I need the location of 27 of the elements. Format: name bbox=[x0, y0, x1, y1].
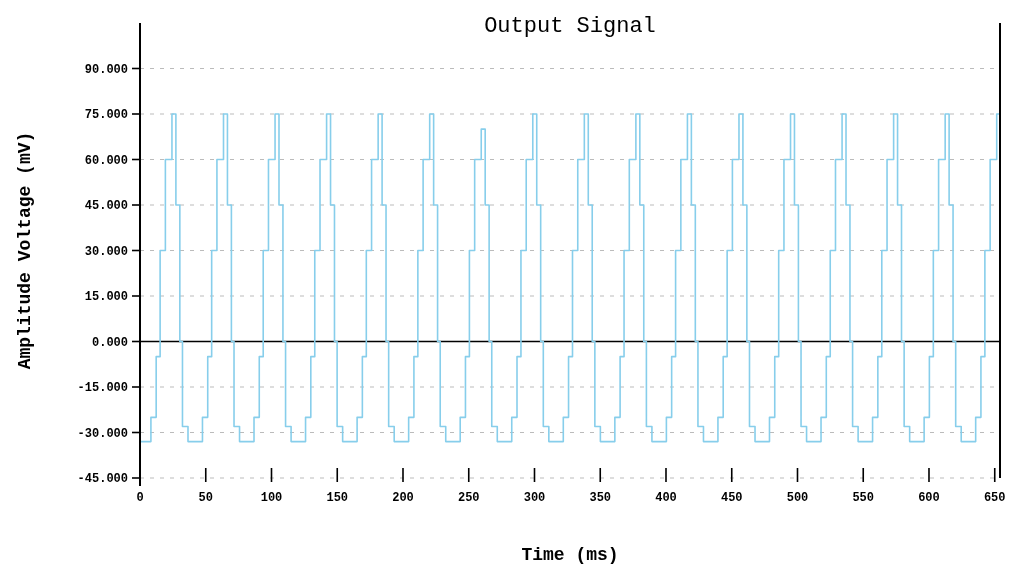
x-tick-label: 100 bbox=[260, 491, 283, 505]
y-tick-label: 0.000 bbox=[91, 335, 128, 350]
y-tick-label: -30.000 bbox=[77, 426, 128, 441]
chart-title: Output Signal bbox=[484, 14, 656, 39]
y-tick-label: 90.000 bbox=[84, 62, 128, 77]
x-tick-label: 50 bbox=[198, 491, 213, 505]
x-tick-label: 150 bbox=[326, 491, 349, 505]
x-tick-label: 300 bbox=[523, 491, 546, 505]
y-tick-label: 30.000 bbox=[84, 244, 128, 259]
x-tick-label: 550 bbox=[852, 491, 875, 505]
y-axis-title: Amplitude Voltage (mV) bbox=[15, 131, 35, 370]
x-tick-label: 650 bbox=[983, 491, 1006, 505]
x-tick-label: 350 bbox=[589, 491, 612, 505]
x-tick-label: 450 bbox=[720, 491, 743, 505]
x-tick-label: 200 bbox=[392, 491, 414, 505]
x-tick-label: 0 bbox=[136, 491, 144, 505]
y-tick-label: -45.000 bbox=[77, 472, 128, 487]
x-tick-label: 400 bbox=[655, 491, 677, 505]
y-tick-label: 45.000 bbox=[84, 199, 128, 214]
y-tick-label: 75.000 bbox=[84, 108, 128, 123]
x-tick-label: 600 bbox=[918, 491, 940, 505]
y-tick-label: 15.000 bbox=[84, 290, 128, 305]
x-axis-title: Time (ms) bbox=[521, 545, 619, 565]
y-tick-label: 60.000 bbox=[84, 153, 128, 168]
x-tick-label: 250 bbox=[457, 491, 480, 505]
y-tick-label: -15.000 bbox=[77, 381, 128, 396]
x-tick-label: 500 bbox=[786, 491, 809, 505]
